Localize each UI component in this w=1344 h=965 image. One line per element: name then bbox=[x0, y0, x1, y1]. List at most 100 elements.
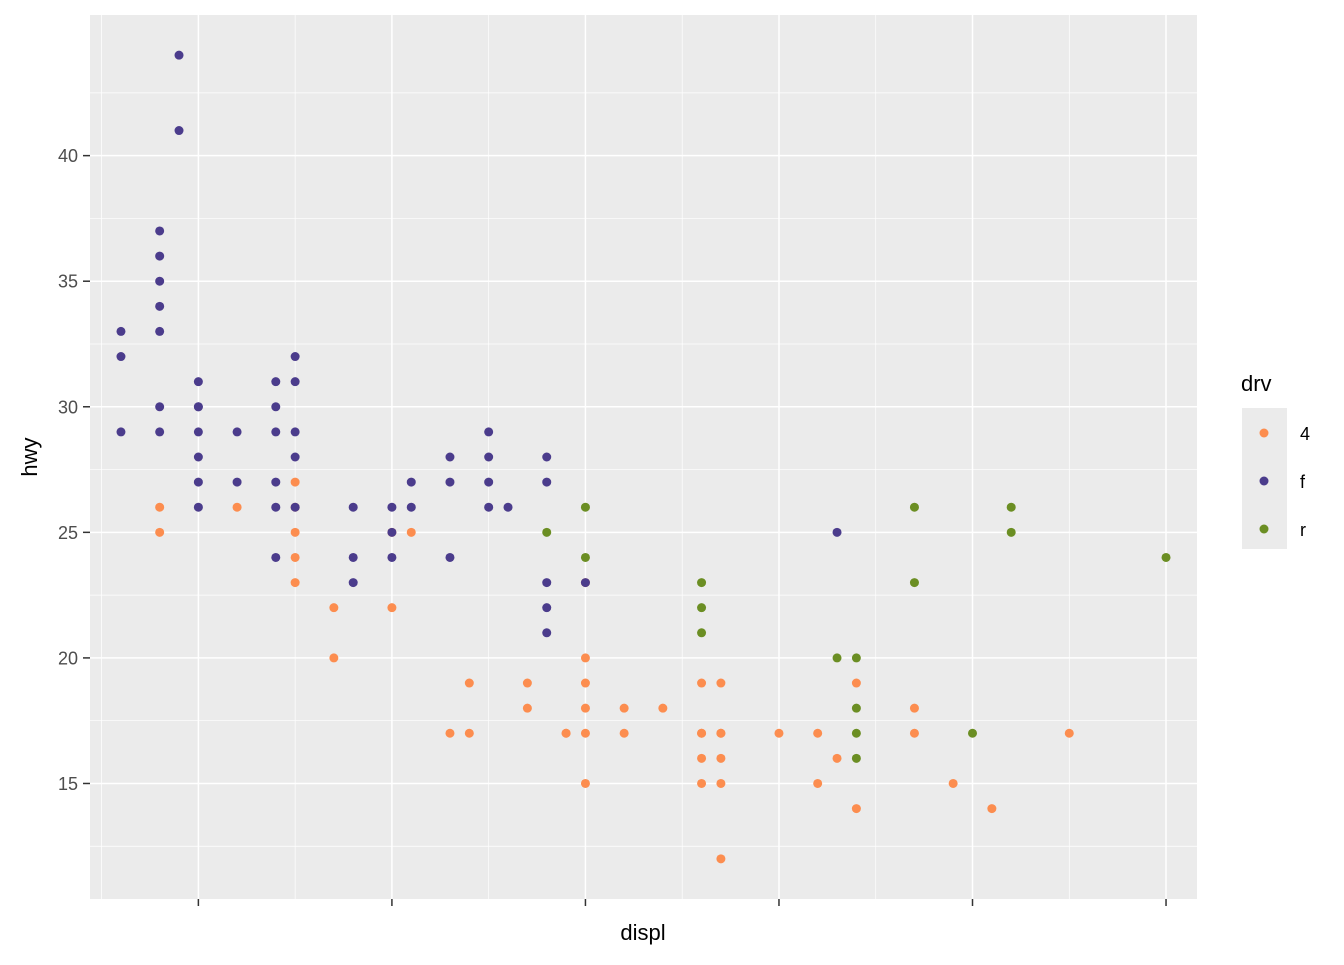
data-point-f bbox=[290, 427, 300, 437]
data-point-f bbox=[387, 552, 397, 562]
data-point-f bbox=[406, 502, 416, 512]
data-point-r bbox=[580, 502, 590, 512]
legend-label-r: r bbox=[1300, 520, 1306, 540]
data-point-4 bbox=[290, 527, 300, 537]
data-point-f bbox=[193, 427, 203, 437]
data-point-r bbox=[851, 653, 861, 663]
data-point-4 bbox=[580, 678, 590, 688]
legend-key-f bbox=[1259, 476, 1269, 486]
data-point-4 bbox=[658, 703, 668, 713]
data-point-f bbox=[155, 301, 165, 311]
data-point-f bbox=[348, 578, 358, 588]
data-point-4 bbox=[561, 728, 571, 738]
data-point-4 bbox=[445, 728, 455, 738]
data-point-f bbox=[116, 352, 126, 362]
data-point-4 bbox=[329, 603, 339, 613]
data-point-f bbox=[484, 452, 494, 462]
data-point-4 bbox=[697, 678, 707, 688]
data-point-r bbox=[968, 728, 978, 738]
y-tick-label: 35 bbox=[58, 272, 78, 292]
data-point-4 bbox=[851, 678, 861, 688]
data-point-f bbox=[193, 402, 203, 412]
data-point-4 bbox=[909, 728, 919, 738]
data-point-4 bbox=[406, 527, 416, 537]
data-point-4 bbox=[522, 678, 532, 688]
legend-key-r bbox=[1259, 524, 1269, 534]
data-point-f bbox=[174, 126, 184, 136]
y-tick-label: 15 bbox=[58, 774, 78, 794]
data-point-f bbox=[542, 628, 552, 638]
data-point-4 bbox=[329, 653, 339, 663]
data-point-r bbox=[1006, 527, 1016, 537]
data-point-4 bbox=[619, 728, 629, 738]
data-point-4 bbox=[716, 854, 726, 864]
data-point-4 bbox=[580, 653, 590, 663]
data-point-4 bbox=[290, 477, 300, 487]
data-point-f bbox=[193, 502, 203, 512]
data-point-f bbox=[193, 452, 203, 462]
data-point-r bbox=[909, 502, 919, 512]
legend: drv 4 f r bbox=[1241, 371, 1310, 549]
data-point-f bbox=[580, 578, 590, 588]
data-point-f bbox=[387, 502, 397, 512]
data-point-f bbox=[445, 552, 455, 562]
data-point-f bbox=[155, 226, 165, 236]
data-point-4 bbox=[155, 502, 165, 512]
data-point-4 bbox=[716, 678, 726, 688]
data-point-f bbox=[484, 477, 494, 487]
data-point-f bbox=[348, 552, 358, 562]
data-point-4 bbox=[716, 778, 726, 788]
data-point-4 bbox=[155, 527, 165, 537]
data-point-4 bbox=[813, 728, 823, 738]
data-point-4 bbox=[832, 753, 842, 763]
data-point-4 bbox=[464, 728, 474, 738]
data-point-r bbox=[697, 628, 707, 638]
data-point-f bbox=[193, 477, 203, 487]
y-axis-label: hwy bbox=[17, 437, 42, 476]
data-point-f bbox=[484, 427, 494, 437]
y-axis: 15 20 25 30 35 40 bbox=[58, 146, 90, 794]
data-point-f bbox=[503, 502, 513, 512]
x-axis bbox=[197, 899, 1167, 906]
data-point-4 bbox=[716, 728, 726, 738]
data-point-f bbox=[271, 502, 281, 512]
data-point-4 bbox=[1064, 728, 1074, 738]
data-point-4 bbox=[580, 778, 590, 788]
data-point-f bbox=[542, 578, 552, 588]
data-point-4 bbox=[580, 728, 590, 738]
data-point-4 bbox=[232, 502, 242, 512]
data-point-f bbox=[271, 477, 281, 487]
data-point-r bbox=[832, 653, 842, 663]
data-point-r bbox=[851, 753, 861, 763]
y-tick-label: 20 bbox=[58, 648, 78, 668]
data-point-f bbox=[116, 427, 126, 437]
data-point-4 bbox=[697, 753, 707, 763]
data-point-4 bbox=[697, 778, 707, 788]
data-point-4 bbox=[987, 804, 997, 814]
data-point-r bbox=[909, 578, 919, 588]
data-point-f bbox=[290, 352, 300, 362]
data-point-f bbox=[290, 377, 300, 387]
data-point-f bbox=[155, 427, 165, 437]
data-point-4 bbox=[948, 778, 958, 788]
data-point-r bbox=[542, 527, 552, 537]
data-point-f bbox=[445, 452, 455, 462]
data-point-4 bbox=[580, 703, 590, 713]
data-point-4 bbox=[851, 804, 861, 814]
data-point-f bbox=[542, 452, 552, 462]
data-point-4 bbox=[813, 778, 823, 788]
data-point-f bbox=[832, 527, 842, 537]
data-point-f bbox=[155, 402, 165, 412]
legend-key-4 bbox=[1259, 428, 1269, 438]
legend-title: drv bbox=[1241, 371, 1272, 396]
plot-panel bbox=[90, 15, 1197, 899]
data-point-f bbox=[271, 377, 281, 387]
data-point-r bbox=[1161, 552, 1171, 562]
data-point-f bbox=[542, 477, 552, 487]
data-point-4 bbox=[619, 703, 629, 713]
data-point-4 bbox=[464, 678, 474, 688]
data-point-f bbox=[155, 251, 165, 261]
legend-label-4: 4 bbox=[1300, 424, 1310, 444]
